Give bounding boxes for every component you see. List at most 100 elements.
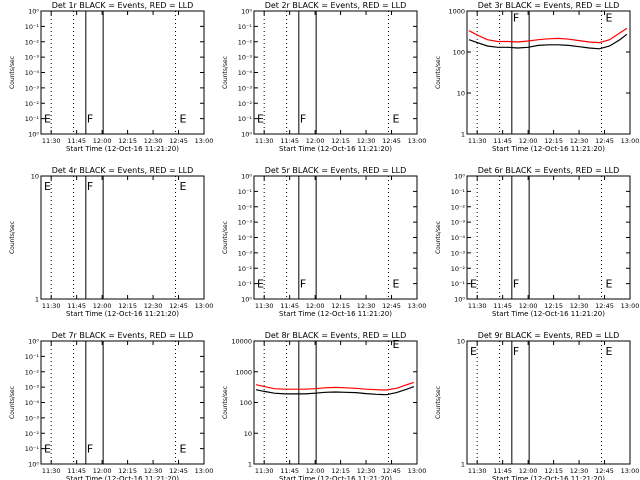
y-tick-label: 10	[31, 173, 39, 181]
y-tick-label: 10⁰	[241, 296, 252, 304]
y-tick-label: 10⁻¹	[25, 445, 40, 453]
x-tick-label: 12:00	[93, 467, 112, 475]
y-tick-label: 10⁻¹	[238, 280, 253, 288]
chart-title: Det 3r BLACK = Events, RED = LLD	[478, 1, 620, 10]
x-tick-label: 11:30	[255, 467, 274, 475]
y-tick-label: 10⁰	[241, 173, 252, 181]
y-axis-label: Counts/sec	[9, 386, 16, 419]
x-tick-label: 12:30	[144, 302, 163, 310]
x-tick-label: 12:15	[544, 467, 563, 475]
x-tick-label: 13:00	[621, 137, 640, 145]
marker-f: F	[300, 278, 306, 291]
x-tick-label: 12:00	[519, 137, 538, 145]
y-tick-label: 10⁻²	[25, 100, 40, 108]
y-tick-label: 1	[461, 461, 465, 469]
x-tick-label: 12:15	[331, 137, 350, 145]
chart-panel-8: Det 8r BLACK = Events, RED = LLD 11:30 11:…	[222, 331, 426, 480]
x-tick-label: 13:00	[408, 302, 427, 310]
x-tick-label: 11:30	[42, 137, 61, 145]
y-tick-label: 10⁰	[28, 8, 39, 16]
y-tick-label: 10⁻⁴	[451, 234, 466, 242]
marker-e: E	[44, 113, 51, 126]
y-axis-label: Counts/sec	[435, 386, 442, 419]
y-tick-label: 1000	[235, 368, 252, 376]
y-axis-label: Counts/sec	[222, 221, 229, 254]
y-tick-label: 10⁻²	[238, 38, 253, 46]
marker-f: F	[87, 113, 93, 126]
y-tick-label: 10⁻¹	[25, 115, 40, 123]
x-tick-label: 12:15	[331, 302, 350, 310]
marker-e: E	[257, 113, 264, 126]
y-tick-label: 10⁻¹	[238, 23, 253, 31]
x-tick-label: 12:30	[357, 467, 376, 475]
y-axis-label: Counts/sec	[222, 386, 229, 419]
x-tick-label: 11:45	[67, 137, 86, 145]
y-tick-label: 10⁻³	[25, 54, 40, 62]
marker-e: E	[180, 180, 187, 193]
chart-panel-2: Det 2r BLACK = Events, RED = LLD 11:30 11:…	[222, 1, 426, 153]
y-axis-label: Counts/sec	[222, 56, 229, 89]
plot-frame	[466, 10, 631, 135]
marker-f: F	[513, 278, 519, 291]
x-tick-label: 12:15	[118, 302, 137, 310]
x-axis-label: Start Time (12-Oct-16 11:21:20)	[279, 310, 392, 318]
x-axis-label: Start Time (12-Oct-16 11:21:20)	[492, 475, 605, 480]
marker-e: E	[393, 113, 400, 126]
chart-panel-6: Det 6r BLACK = Events, RED = LLD 11:30 11:…	[435, 166, 639, 318]
x-tick-label: 12:45	[595, 137, 614, 145]
y-tick-label: 10⁻³	[25, 414, 40, 422]
chart-title: Det 6r BLACK = Events, RED = LLD	[478, 166, 620, 175]
x-tick-label: 12:45	[169, 467, 188, 475]
y-tick-label: 10⁻¹	[238, 115, 253, 123]
y-tick-label: 1	[248, 461, 252, 469]
marker-e: E	[470, 278, 477, 291]
marker-e: E	[257, 278, 264, 291]
y-tick-label: 10⁻²	[238, 203, 253, 211]
x-tick-label: 12:15	[544, 137, 563, 145]
x-tick-label: 11:30	[255, 302, 274, 310]
y-tick-label: 10⁻²	[451, 265, 466, 273]
x-tick-label: 11:45	[67, 302, 86, 310]
plot-frame	[253, 340, 418, 465]
series-line-events	[255, 386, 415, 396]
y-tick-label: 10⁰	[454, 296, 465, 304]
x-tick-label: 12:45	[382, 467, 401, 475]
x-tick-label: 12:45	[169, 302, 188, 310]
marker-e: E	[470, 345, 477, 358]
y-tick-label: 10⁻¹	[238, 188, 253, 196]
x-tick-label: 13:00	[621, 467, 640, 475]
series-line-lld	[468, 27, 628, 44]
marker-e: E	[180, 443, 187, 456]
x-tick-label: 13:00	[195, 302, 214, 310]
chart-title: Det 1r BLACK = Events, RED = LLD	[52, 1, 194, 10]
marker-f: F	[513, 345, 519, 358]
x-tick-label: 12:00	[93, 302, 112, 310]
y-tick-label: 10⁻²	[25, 38, 40, 46]
y-tick-label: 10000	[231, 338, 252, 346]
x-tick-label: 11:30	[468, 467, 487, 475]
x-tick-label: 12:30	[144, 137, 163, 145]
y-tick-label: 10⁻³	[238, 54, 253, 62]
x-tick-label: 11:45	[493, 467, 512, 475]
x-tick-label: 11:45	[493, 137, 512, 145]
x-axis-label: Start Time (12-Oct-16 11:21:20)	[279, 145, 392, 153]
plot-frame	[466, 340, 631, 465]
x-tick-label: 12:30	[570, 467, 589, 475]
x-tick-label: 12:30	[570, 137, 589, 145]
x-tick-label: 12:45	[382, 302, 401, 310]
x-tick-label: 11:30	[255, 137, 274, 145]
y-axis-label: Counts/sec	[435, 56, 442, 89]
y-axis-label: Counts/sec	[9, 56, 16, 89]
y-tick-label: 10⁻¹	[451, 280, 466, 288]
x-tick-label: 12:15	[544, 302, 563, 310]
x-tick-label: 12:30	[357, 137, 376, 145]
x-axis-label: Start Time (12-Oct-16 11:21:20)	[66, 310, 179, 318]
x-axis-label: Start Time (12-Oct-16 11:21:20)	[492, 310, 605, 318]
marker-f: F	[87, 180, 93, 193]
y-tick-label: 10⁻³	[238, 84, 253, 92]
x-tick-label: 12:30	[144, 467, 163, 475]
y-tick-label: 10⁰	[28, 338, 39, 346]
y-tick-label: 100	[453, 49, 465, 57]
chart-panel-4: Det 4r BLACK = Events, RED = LLD 11:30 11:…	[9, 166, 213, 318]
